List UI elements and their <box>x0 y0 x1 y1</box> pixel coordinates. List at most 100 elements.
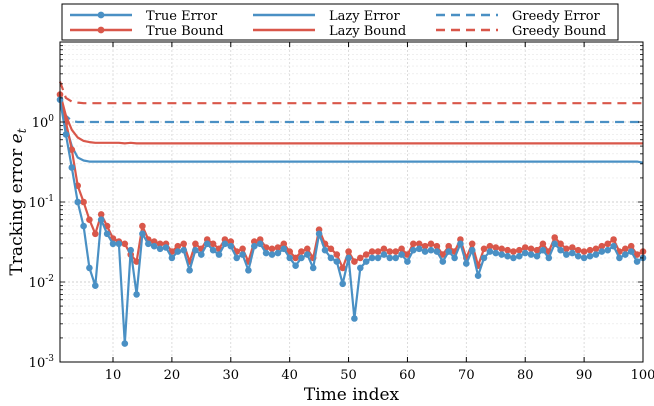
data-point <box>139 230 146 238</box>
data-point <box>633 258 641 265</box>
data-point <box>557 246 564 254</box>
data-point <box>233 254 240 262</box>
data-point <box>610 236 617 243</box>
data-point <box>186 267 193 274</box>
data-point <box>221 240 229 248</box>
series-line <box>58 92 643 145</box>
data-point <box>97 211 105 218</box>
data-point <box>463 260 470 267</box>
data-point <box>174 248 182 255</box>
data-point <box>504 246 511 254</box>
data-point <box>492 244 500 251</box>
data-point <box>321 246 329 254</box>
data-point <box>386 254 394 262</box>
x-axis-label: Time index <box>304 385 400 405</box>
data-point <box>268 245 276 253</box>
data-point <box>398 251 405 258</box>
data-point <box>433 242 441 250</box>
data-point <box>86 216 93 223</box>
data-point <box>439 251 447 258</box>
series-layer <box>56 81 647 347</box>
series-line <box>58 97 643 124</box>
data-point <box>362 258 370 265</box>
data-point <box>345 254 352 262</box>
data-point <box>604 240 611 248</box>
data-point <box>598 248 606 255</box>
data-point <box>569 249 576 257</box>
data-point <box>156 245 164 253</box>
data-point <box>374 248 382 255</box>
data-point <box>498 251 506 258</box>
legend-entry: True Bound <box>70 24 224 39</box>
data-point <box>521 249 529 257</box>
series-lazy-error <box>58 98 644 164</box>
x-tick-label: 100 <box>631 368 654 383</box>
data-point <box>468 240 476 248</box>
data-point <box>203 240 211 248</box>
data-point <box>592 251 600 258</box>
data-point <box>362 251 370 258</box>
data-point <box>498 245 506 253</box>
data-point <box>298 248 305 255</box>
data-point <box>427 240 435 248</box>
y-axis-label-subscript: t <box>15 128 29 133</box>
data-point <box>563 245 570 253</box>
data-point <box>333 258 341 265</box>
data-point <box>545 254 553 262</box>
data-point <box>474 272 482 280</box>
data-point <box>68 164 76 171</box>
data-point <box>333 251 341 258</box>
data-point <box>256 240 264 248</box>
data-point <box>492 249 500 257</box>
legend-label: Greedy Bound <box>512 24 606 39</box>
data-point <box>286 248 294 255</box>
data-point <box>580 254 588 262</box>
data-point <box>68 146 76 153</box>
data-point <box>97 216 105 223</box>
legend-entry: True Error <box>70 9 218 24</box>
data-point <box>115 240 123 248</box>
data-point <box>510 248 517 255</box>
series-line <box>58 98 644 164</box>
data-point <box>92 282 99 290</box>
data-point <box>351 315 358 322</box>
axis-ticks: 10 20 30 40 50 60 70 80 90 100 10-3 10-2 10-1 100 <box>29 42 654 383</box>
data-point <box>268 251 276 258</box>
data-point <box>551 234 558 241</box>
data-point <box>368 254 376 262</box>
y-tick-label: 10-3 <box>29 354 55 371</box>
data-point <box>480 254 488 262</box>
data-point <box>586 252 594 260</box>
data-point <box>245 267 252 274</box>
y-axis-label: Tracking error et <box>7 128 29 275</box>
data-point <box>109 240 117 248</box>
data-point <box>345 248 352 255</box>
data-point <box>468 246 476 254</box>
data-point <box>569 244 576 251</box>
data-point <box>327 254 335 262</box>
data-point <box>292 254 299 262</box>
data-point <box>421 248 429 255</box>
data-point <box>521 244 529 251</box>
data-point <box>445 242 453 250</box>
data-point <box>239 245 246 253</box>
data-point <box>180 246 187 254</box>
data-point <box>168 254 176 262</box>
data-point <box>574 246 582 254</box>
data-point <box>392 254 400 262</box>
legend-box <box>61 3 619 41</box>
data-point <box>286 254 294 262</box>
data-point <box>262 249 270 257</box>
series-true-bound <box>56 91 647 272</box>
data-point <box>533 252 541 260</box>
data-point <box>480 245 488 253</box>
data-point <box>133 291 140 298</box>
data-point <box>445 248 453 255</box>
data-point <box>274 244 282 251</box>
x-tick-label: 70 <box>458 368 475 383</box>
data-point <box>527 245 535 253</box>
data-point <box>451 254 458 262</box>
data-point <box>150 242 158 250</box>
